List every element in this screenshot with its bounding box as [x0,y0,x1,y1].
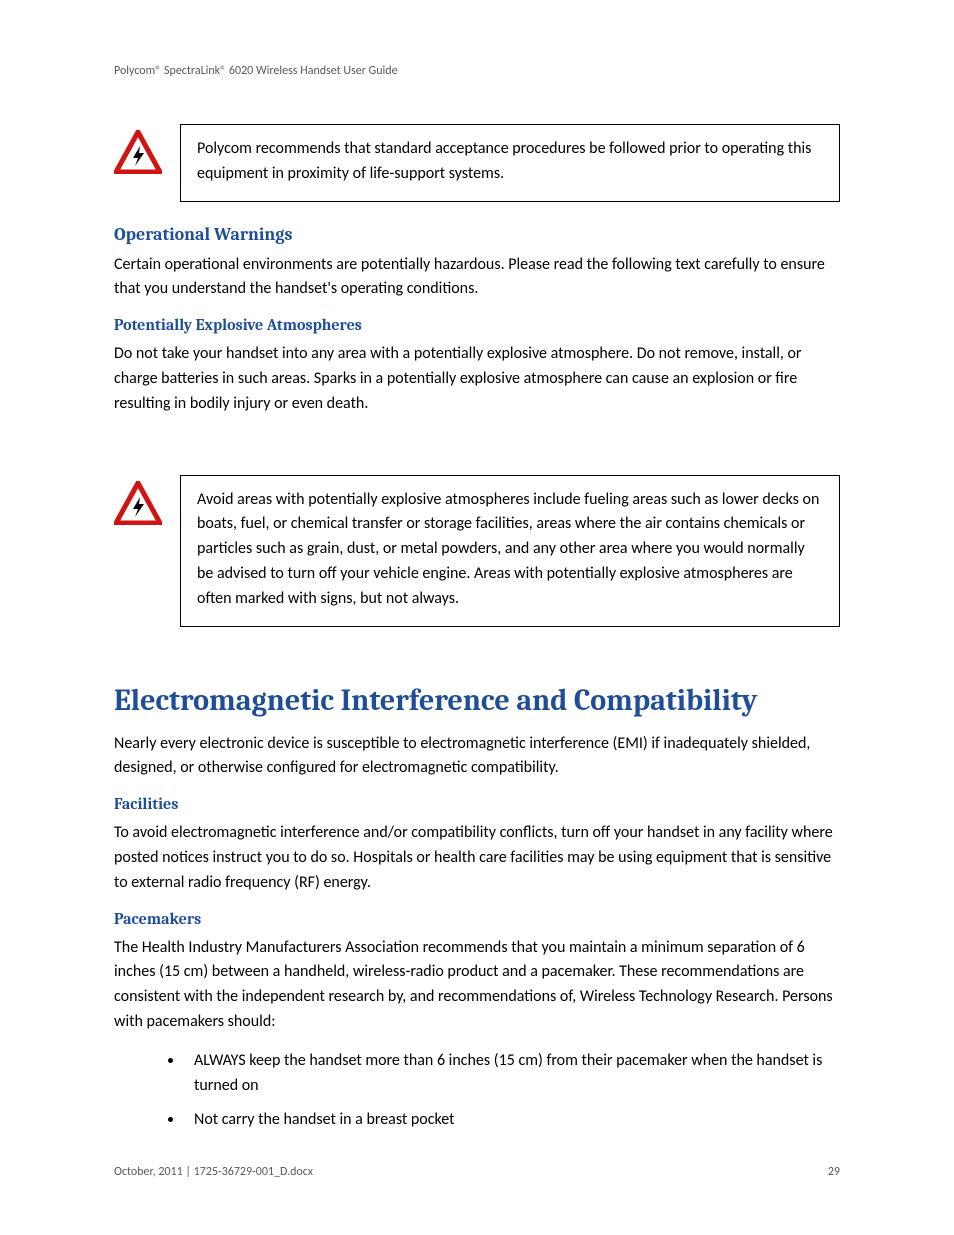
footer-left: October, 2011 | 1725-36729-001_D.docx [114,1165,313,1179]
warning-box: Polycom recommends that standard accepta… [180,124,840,202]
heading-emi: Electromagnetic Interference and Compati… [114,683,840,718]
footer-page-number: 29 [828,1165,840,1179]
paragraph: Do not take your handset into any area w… [114,342,840,416]
paragraph: The Health Industry Manufacturers Associ… [114,936,840,1035]
heading-pacemakers: Pacemakers [114,910,840,928]
heading-explosive-atmospheres: Potentially Explosive Atmospheres [114,316,840,334]
warning-box: Avoid areas with potentially explosive a… [180,475,840,627]
bullet-list: ALWAYS keep the handset more than 6 inch… [114,1049,840,1133]
warning-text: Avoid areas with potentially explosive a… [197,490,819,608]
page-header: Polycom® SpectraLink® 6020 Wireless Hand… [114,64,840,78]
paragraph: To avoid electromagnetic interference an… [114,821,840,895]
paragraph: Nearly every electronic device is suscep… [114,732,840,782]
lightning-warning-icon [114,481,162,525]
list-item: Not carry the handset in a breast pocket [184,1108,840,1133]
paragraph: Certain operational environments are pot… [114,253,840,303]
warning-callout: Polycom recommends that standard accepta… [114,124,840,202]
page-footer: October, 2011 | 1725-36729-001_D.docx 29 [114,1165,840,1179]
warning-callout: Avoid areas with potentially explosive a… [114,475,840,627]
heading-operational-warnings: Operational Warnings [114,224,840,245]
document-page: Polycom® SpectraLink® 6020 Wireless Hand… [0,0,954,1235]
list-item: ALWAYS keep the handset more than 6 inch… [184,1049,840,1099]
heading-facilities: Facilities [114,795,840,813]
warning-text: Polycom recommends that standard accepta… [197,139,811,183]
lightning-warning-icon [114,130,162,174]
